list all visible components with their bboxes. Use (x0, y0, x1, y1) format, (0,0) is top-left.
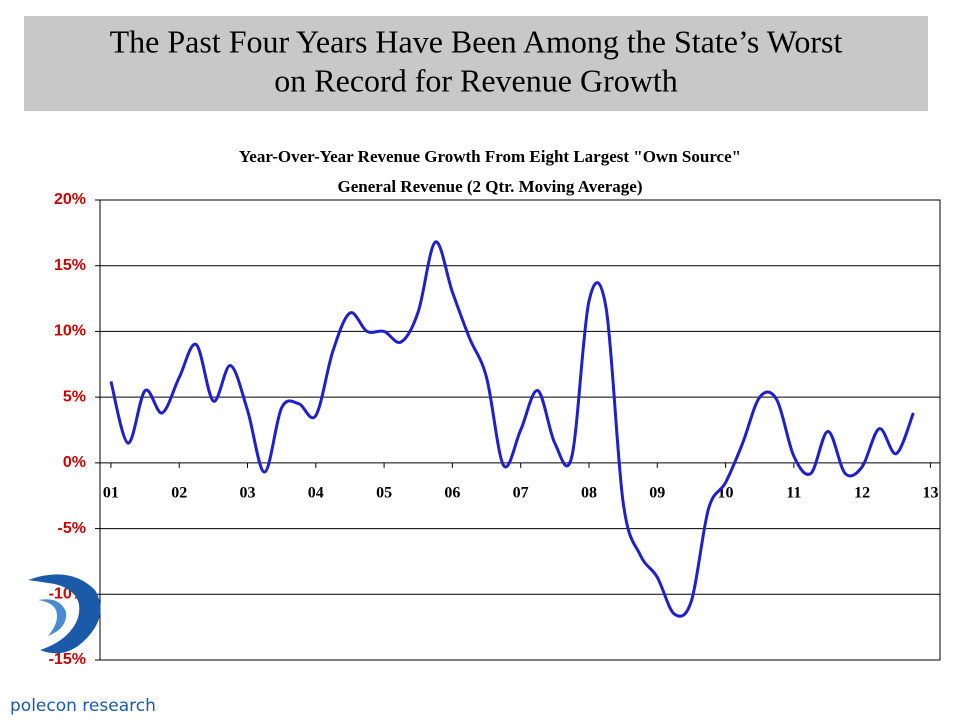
slide-title: on Record for Revenue Growth (274, 62, 677, 98)
x-tick-label: 03 (240, 485, 256, 502)
x-tick-label: 12 (854, 485, 870, 502)
x-tick-label: 13 (922, 485, 938, 502)
y-tick-label: -15% (49, 651, 86, 668)
x-tick-label: 02 (171, 485, 187, 502)
y-tick-label: 10% (54, 323, 86, 340)
logo: polecon research (10, 574, 156, 716)
x-tick-label: 10 (718, 485, 734, 502)
x-tick-label: 11 (786, 485, 801, 502)
logo-mark (28, 574, 101, 654)
y-tick-label: 20% (54, 191, 86, 208)
x-tick-label: 08 (581, 485, 597, 502)
title-box (24, 16, 928, 111)
chart-title: General Revenue (2 Qtr. Moving Average) (338, 177, 643, 196)
x-tick-label: 06 (444, 485, 460, 502)
series-line (109, 240, 915, 618)
y-tick-label: 15% (54, 257, 86, 274)
plot: -15%-10%-5%0%5%10%15%20%01 02 03 04 05 06 07 08… (49, 191, 941, 668)
y-tick-label: -5% (58, 520, 86, 537)
x-tick-label: 05 (376, 485, 392, 502)
logo-mark (38, 599, 67, 636)
slide-title: The Past Four Years Have Been Among the … (110, 23, 843, 59)
logo-text: polecon research (10, 696, 156, 716)
x-tick-label: 01 (103, 485, 119, 502)
x-tick-label: 09 (649, 485, 665, 502)
x-tick-label: 04 (308, 485, 324, 502)
chart-title: Year-Over-Year Revenue Growth From Eight… (239, 147, 741, 166)
y-tick-label: 0% (63, 454, 86, 471)
y-tick-label: 5% (63, 388, 86, 405)
x-tick-label: 07 (513, 485, 529, 502)
